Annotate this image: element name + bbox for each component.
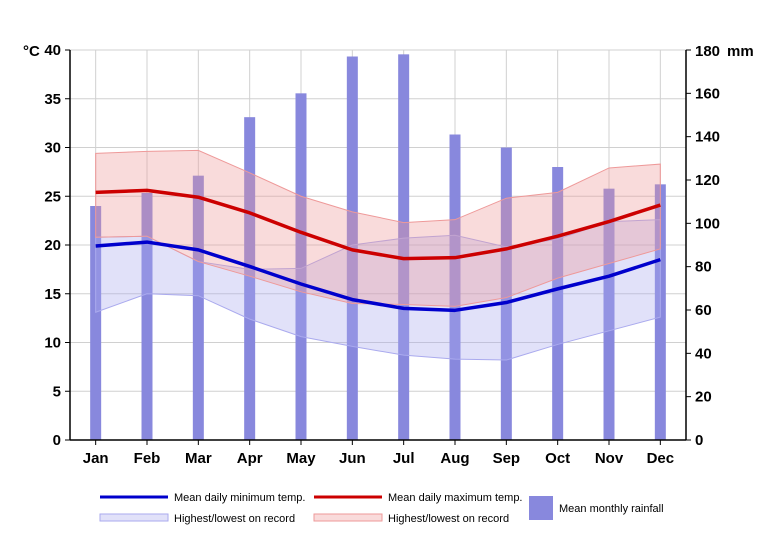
right-tick-label: 40 xyxy=(695,345,712,362)
right-axis-unit: mm xyxy=(727,43,754,60)
max-temp-line xyxy=(95,188,661,261)
left-tick-label: 10 xyxy=(44,335,61,352)
rainfall-bar xyxy=(141,193,153,440)
month-label: Jul xyxy=(393,450,415,467)
month-label: Sep xyxy=(493,450,521,467)
month-label: Jan xyxy=(83,450,109,467)
rainfall-bar xyxy=(398,54,410,440)
left-axis-unit: °C xyxy=(23,43,40,60)
rainfall-bar xyxy=(295,93,307,440)
legend-rainfall-label: Mean monthly rainfall xyxy=(559,503,664,515)
month-labels: Jan Feb Mar Apr May Jun Jul Aug Sep Oct Nov Dec xyxy=(83,440,674,467)
month-label: Jun xyxy=(339,450,366,467)
legend-band-red xyxy=(313,513,383,522)
right-tick-label: 180 xyxy=(695,43,720,60)
rainfall-bar xyxy=(192,175,204,440)
month-label: May xyxy=(286,450,316,467)
month-label: Mar xyxy=(185,450,212,467)
legend-band-red-label: Highest/lowest on record xyxy=(388,513,509,525)
left-tick-label: 5 xyxy=(53,383,61,400)
min-temp-line xyxy=(95,240,661,313)
rainfall-bar xyxy=(603,188,615,440)
month-label: Nov xyxy=(595,450,624,467)
left-axis-ticks: 0 5 10 15 20 25 30 35 40 xyxy=(44,42,70,449)
legend: Mean daily minimum temp. Highest/lowest … xyxy=(99,492,664,525)
left-tick-label: 0 xyxy=(53,432,61,449)
right-tick-label: 160 xyxy=(695,85,720,102)
temperature-lines xyxy=(95,188,661,313)
left-tick-label: 15 xyxy=(44,286,61,303)
month-label: Apr xyxy=(237,450,263,467)
legend-rainfall-swatch xyxy=(529,496,553,520)
record-band-high xyxy=(95,149,661,307)
left-tick-label: 20 xyxy=(44,237,61,254)
rainfall-bar xyxy=(244,117,256,441)
record-band-low xyxy=(95,219,661,361)
rainfall-bar xyxy=(552,167,564,440)
right-tick-label: 80 xyxy=(695,259,712,276)
right-tick-label: 60 xyxy=(695,302,712,319)
legend-band-blue xyxy=(99,513,169,522)
month-label: Dec xyxy=(647,450,675,467)
rainfall-bars xyxy=(90,54,666,441)
right-tick-label: 0 xyxy=(695,432,703,449)
rainfall-bar xyxy=(449,134,461,440)
rainfall-bar xyxy=(500,147,512,440)
left-tick-label: 35 xyxy=(44,91,61,108)
month-label: Feb xyxy=(134,450,161,467)
left-tick-label: 40 xyxy=(44,42,61,59)
left-tick-label: 25 xyxy=(44,188,61,205)
month-label: Aug xyxy=(440,450,469,467)
left-tick-label: 30 xyxy=(44,140,61,157)
legend-band-blue-label: Highest/lowest on record xyxy=(174,513,295,525)
right-axis-ticks: 0 20 40 60 80 100 120 140 160 180 xyxy=(686,43,720,449)
right-tick-label: 100 xyxy=(695,215,720,232)
right-tick-label: 140 xyxy=(695,129,720,146)
rainfall-bar xyxy=(90,206,102,440)
right-tick-label: 120 xyxy=(695,172,720,189)
right-tick-label: 20 xyxy=(695,389,712,406)
month-label: Oct xyxy=(545,450,570,467)
legend-max-label: Mean daily maximum temp. xyxy=(388,492,523,504)
legend-min-label: Mean daily minimum temp. xyxy=(174,492,305,504)
record-bands xyxy=(95,149,661,361)
